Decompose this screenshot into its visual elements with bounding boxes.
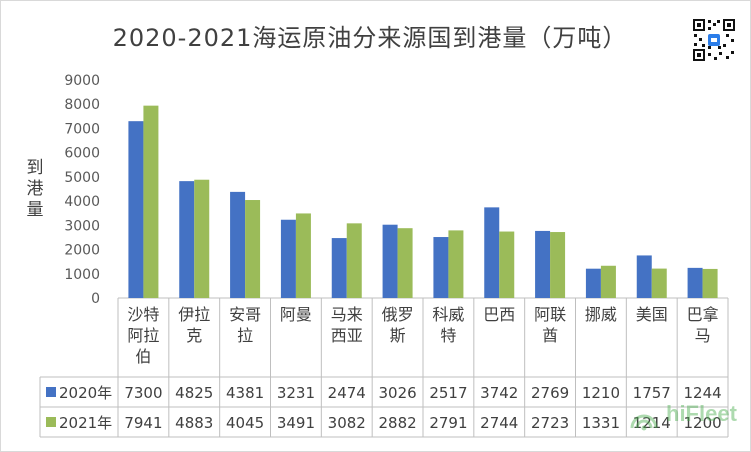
x-tick-label: 伊拉克 [178, 305, 210, 345]
y-tick-label: 2000 [64, 243, 100, 259]
bar-2021-2 [245, 200, 261, 298]
x-tick-label: 科威特 [432, 305, 464, 345]
data-label: 4825 [175, 384, 213, 402]
data-label: 2769 [531, 384, 569, 402]
data-label: 4045 [226, 414, 264, 432]
data-label: 7941 [124, 414, 162, 432]
x-tick-label: 巴拿马 [687, 305, 719, 345]
bar-2020-4 [331, 238, 347, 298]
bar-2021-0 [143, 105, 159, 298]
y-tick-label: 8000 [64, 97, 100, 113]
bar-2020-10 [636, 255, 652, 298]
data-label: 1331 [582, 414, 620, 432]
y-tick-label: 9000 [64, 73, 100, 89]
bar-2020-0 [128, 121, 144, 298]
data-label: 2517 [429, 384, 467, 402]
y-tick-label: 4000 [64, 194, 100, 210]
data-label: 2791 [429, 414, 467, 432]
x-tick-label: 安哥拉 [229, 305, 261, 345]
data-label: 1757 [633, 384, 671, 402]
bar-2021-5 [397, 228, 413, 298]
y-axis-title: 到港量 [26, 158, 44, 220]
legend-label: 2020年 [59, 384, 112, 402]
bar-2021-3 [295, 213, 311, 298]
hifleet-logo-icon [630, 414, 658, 431]
bar-2021-6 [448, 230, 464, 298]
x-tick-label: 阿曼 [280, 305, 312, 324]
qr-code-icon [692, 18, 736, 62]
x-tick-label: 巴西 [483, 305, 515, 324]
data-label: 1214 [633, 414, 671, 432]
bar-2021-1 [194, 179, 210, 298]
x-tick-label: 美国 [636, 305, 668, 324]
bar-2021-9 [600, 265, 616, 298]
legend-key-1 [46, 417, 56, 427]
y-tick-label: 6000 [64, 146, 100, 162]
x-tick-label: 阿联酋 [534, 305, 566, 345]
x-tick-label: 马来西亚 [331, 305, 363, 345]
data-label: 2723 [531, 414, 569, 432]
data-label: 4883 [175, 414, 213, 432]
bar-2020-5 [382, 224, 398, 298]
x-tick-label: 沙特阿拉伯 [127, 305, 159, 366]
data-label: 2882 [378, 414, 416, 432]
data-label: 3491 [277, 414, 315, 432]
bar-2021-7 [499, 231, 515, 298]
legend-label: 2021年 [59, 414, 112, 432]
y-tick-label: 1000 [64, 267, 100, 283]
bar-2020-8 [535, 230, 551, 298]
y-tick-label: 0 [91, 291, 100, 307]
data-label: 3742 [480, 384, 518, 402]
bar-2021-8 [550, 232, 566, 298]
data-label: 2474 [328, 384, 366, 402]
bar-2021-11 [702, 268, 718, 298]
bar-2020-1 [179, 181, 195, 298]
y-tick-label: 3000 [64, 218, 100, 234]
data-label: 4381 [226, 384, 264, 402]
data-label: 3026 [378, 384, 416, 402]
bar-2020-9 [585, 268, 601, 298]
data-label: 1200 [683, 414, 721, 432]
bar-2020-11 [687, 267, 703, 298]
data-label: 1244 [683, 384, 721, 402]
y-tick-label: 5000 [64, 170, 100, 186]
data-label: 3231 [277, 384, 315, 402]
bar-2020-6 [433, 237, 449, 298]
x-tick-label: 俄罗斯 [382, 305, 414, 345]
bar-2021-4 [346, 223, 362, 298]
data-label: 1210 [582, 384, 620, 402]
bar-2020-7 [484, 207, 500, 298]
bar-2021-10 [651, 268, 667, 298]
x-tick-label: 挪威 [585, 305, 617, 324]
data-label: 3082 [328, 414, 366, 432]
data-label: 7300 [124, 384, 162, 402]
bar-2020-2 [230, 191, 246, 298]
bar-2020-3 [280, 219, 296, 298]
legend-key-0 [46, 387, 56, 397]
data-label: 2744 [480, 414, 518, 432]
watermark-brand: hiFleet [666, 401, 737, 426]
y-tick-label: 7000 [64, 121, 100, 137]
chart-title: 2020-2021海运原油分来源国到港量（万吨） [112, 24, 628, 52]
